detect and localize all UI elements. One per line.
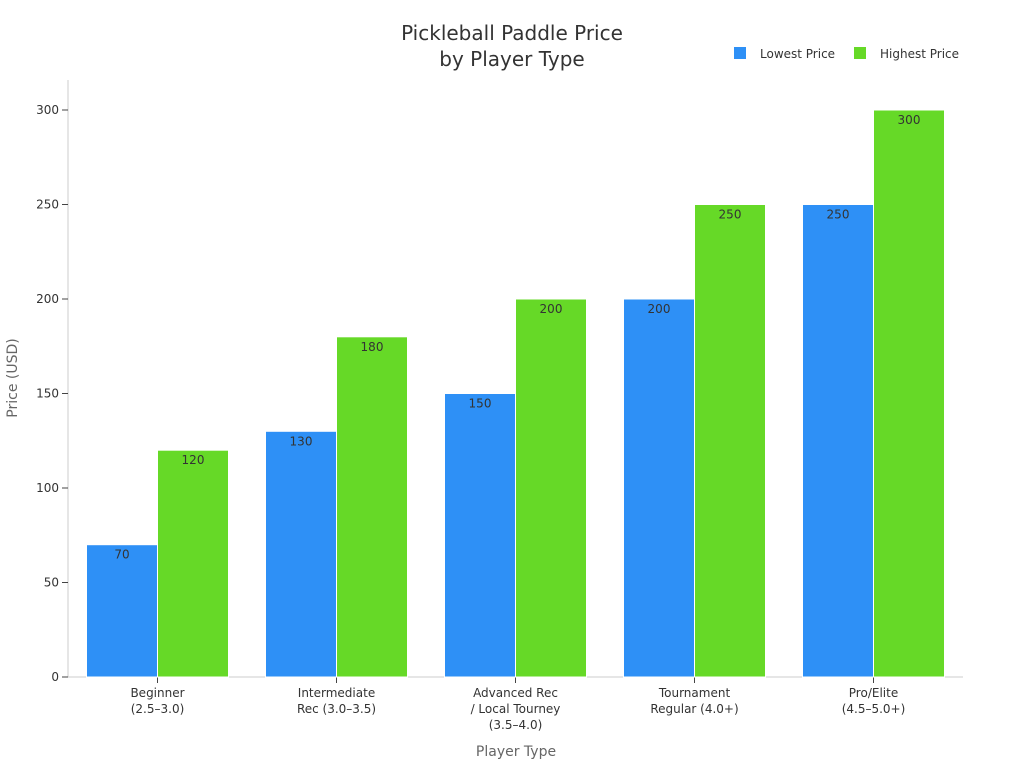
y-tick-label: 250 <box>36 198 59 212</box>
y-tick-label: 100 <box>36 481 59 495</box>
data-label: 200 <box>540 302 563 316</box>
legend-swatch <box>854 47 866 59</box>
legend-swatch <box>734 47 746 59</box>
x-tick-label: Tournament Regular (4.0+) <box>650 686 738 716</box>
x-tick-label: Advanced Rec / Local Tourney (3.5–4.0) <box>471 686 561 732</box>
x-tick-label: Beginner (2.5–3.0) <box>130 686 184 716</box>
bar-highest-price <box>336 336 408 678</box>
y-tick-label: 200 <box>36 292 59 306</box>
x-tick-label-line: Advanced Rec <box>473 686 558 700</box>
x-tick-label-line: Tournament <box>658 686 731 700</box>
x-tick-label-line: Intermediate <box>298 686 375 700</box>
bar-lowest-price <box>802 204 874 678</box>
y-axis: 0 50 100 150 200 250 300 <box>36 80 69 684</box>
bar-lowest-price <box>623 298 695 678</box>
legend-label: Lowest Price <box>760 47 835 61</box>
bar-highest-price <box>694 204 766 678</box>
bar-highest-price <box>515 298 587 678</box>
y-tick-label: 0 <box>51 670 59 684</box>
data-label: 120 <box>182 453 205 467</box>
data-label: 130 <box>290 434 313 448</box>
x-tick-label-line: Pro/Elite <box>849 686 898 700</box>
x-tick-label: Pro/Elite (4.5–5.0+) <box>842 686 906 716</box>
x-tick-label-line: / Local Tourney <box>471 702 561 716</box>
plot-area: 0 50 100 150 200 250 300 Beginner (2.5–3.0) Inte… <box>36 80 963 732</box>
data-label: 70 <box>114 548 129 562</box>
chart-title-line-1: Pickleball Paddle Price <box>401 21 623 45</box>
data-label: 200 <box>648 302 671 316</box>
x-tick-label-line: (4.5–5.0+) <box>842 702 906 716</box>
y-tick-label: 50 <box>44 576 59 590</box>
x-tick-label-line: Regular (4.0+) <box>650 702 738 716</box>
y-tick-label: 150 <box>36 387 59 401</box>
x-axis-title: Player Type <box>476 744 556 760</box>
x-tick-label-line: Rec (3.0–3.5) <box>297 702 376 716</box>
chart-title: Pickleball Paddle Price by Player Type <box>401 21 623 71</box>
bar-lowest-price <box>86 544 158 678</box>
x-tick-label-line: (2.5–3.0) <box>131 702 185 716</box>
x-axis: Beginner (2.5–3.0) Intermediate Rec (3.0–3.… <box>68 676 963 732</box>
chart-title-line-2: by Player Type <box>439 47 584 71</box>
data-label: 150 <box>469 397 492 411</box>
data-label: 250 <box>827 208 850 222</box>
y-axis-title: Price (USD) <box>5 338 21 417</box>
bar-highest-price <box>873 109 945 678</box>
bar-highest-price <box>157 449 229 678</box>
x-tick-label-line: (3.5–4.0) <box>489 718 543 732</box>
data-label: 180 <box>361 340 384 354</box>
y-tick-label: 300 <box>36 103 59 117</box>
data-labels: 70 120 130 180 150 200 200 250 250 300 <box>114 113 920 562</box>
legend-label: Highest Price <box>880 47 959 61</box>
bars <box>86 109 945 678</box>
x-tick-label: Intermediate Rec (3.0–3.5) <box>297 686 376 716</box>
bar-lowest-price <box>444 393 516 678</box>
data-label: 250 <box>719 208 742 222</box>
bar-lowest-price <box>265 430 337 678</box>
x-tick-label-line: Beginner <box>130 686 184 700</box>
legend: Lowest Price Highest Price <box>734 47 959 61</box>
data-label: 300 <box>898 113 921 127</box>
